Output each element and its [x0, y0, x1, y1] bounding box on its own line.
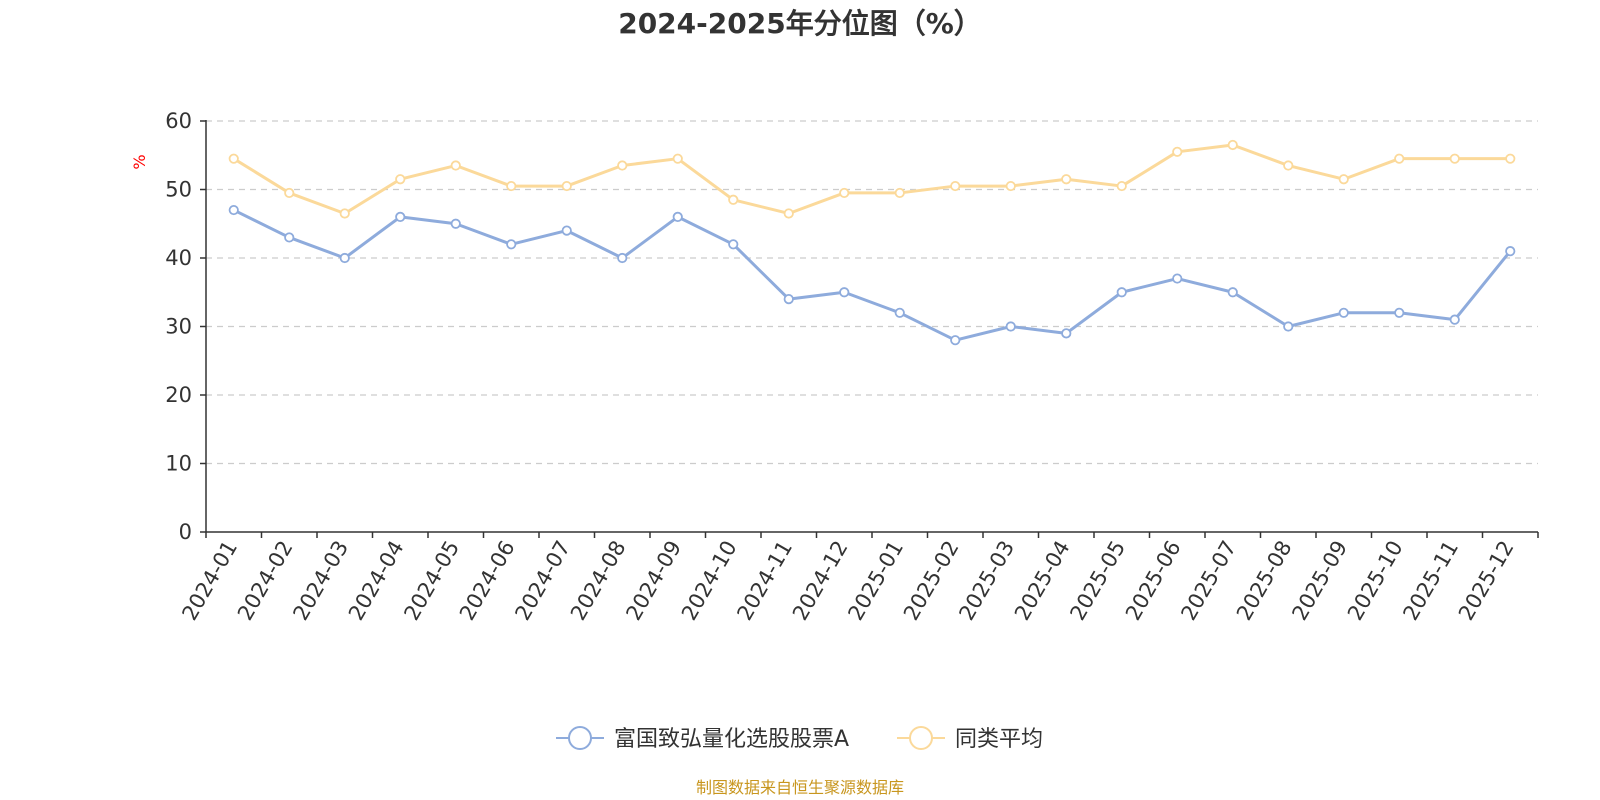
data-point[interactable]: 富国致弘量化选股股票A 2024-09: 46 — [672, 211, 683, 222]
data-point[interactable]: 同类平均 2024-07: 50.5 — [561, 180, 572, 192]
legend-label: 同类平均 — [955, 727, 1043, 752]
data-point[interactable]: 同类平均 2024-01: 54.5 — [228, 153, 239, 164]
data-point[interactable]: 同类平均 2024-12: 49.5 — [839, 187, 850, 199]
data-point[interactable]: 富国致弘量化选股股票A 2024-06: 42 — [506, 239, 517, 250]
data-point[interactable]: 富国致弘量化选股股票A 2025-12: 41 — [1505, 246, 1516, 257]
data-point[interactable]: 同类平均 2024-04: 51.5 — [395, 174, 406, 185]
legend-item[interactable]: 同类平均 — [897, 726, 1043, 752]
data-point[interactable]: 富国致弘量化选股股票A 2025-02: 28 — [950, 335, 961, 346]
legend-marker-icon — [909, 726, 933, 750]
x-tick-label: 2024-06 — [455, 537, 520, 625]
data-point[interactable]: 富国致弘量化选股股票A 2025-05: 35 — [1116, 287, 1127, 298]
x-tick-label: 2024-08 — [566, 537, 631, 625]
data-point[interactable]: 同类平均 2025-06: 55.5 — [1172, 146, 1183, 157]
data-point[interactable]: 同类平均 2024-11: 46.5 — [783, 208, 794, 219]
x-tick-label: 2025-09 — [1287, 537, 1352, 625]
data-point[interactable]: 同类平均 2024-10: 48.5 — [728, 194, 739, 205]
y-tick-label: 30 — [165, 315, 192, 339]
data-point[interactable]: 同类平均 2025-04: 51.5 — [1061, 174, 1072, 185]
source-note: 制图数据来自恒生聚源数据库 — [696, 778, 904, 797]
data-point[interactable]: 富国致弘量化选股股票A 2024-02: 43 — [284, 232, 295, 243]
data-point[interactable]: 富国致弘量化选股股票A 2025-08: 30 — [1283, 321, 1294, 332]
data-point[interactable]: 富国致弘量化选股股票A 2024-01: 47 — [228, 204, 239, 216]
data-point[interactable]: 富国致弘量化选股股票A 2024-03: 40 — [339, 252, 350, 264]
data-point[interactable]: 同类平均 2025-11: 54.5 — [1449, 153, 1460, 164]
data-point[interactable]: 富国致弘量化选股股票A 2024-11: 34 — [783, 293, 794, 305]
data-point[interactable]: 同类平均 2025-12: 54.5 — [1505, 153, 1516, 164]
data-point[interactable]: 富国致弘量化选股股票A 2024-10: 42 — [728, 239, 739, 250]
data-point[interactable]: 富国致弘量化选股股票A 2025-03: 30 — [1005, 321, 1016, 332]
x-tick-label: 2025-05 — [1065, 537, 1130, 625]
x-tick-label: 2025-04 — [1010, 537, 1075, 625]
data-point[interactable]: 同类平均 2024-06: 50.5 — [506, 180, 517, 192]
y-tick-label: 60 — [165, 109, 192, 133]
x-tick-label: 2024-07 — [510, 537, 575, 625]
data-point[interactable]: 同类平均 2025-07: 56.5 — [1227, 139, 1238, 151]
x-tick-label: 2024-02 — [233, 537, 298, 625]
data-point[interactable]: 同类平均 2025-08: 53.5 — [1283, 160, 1294, 171]
x-tick-label: 2025-08 — [1232, 537, 1297, 625]
data-point[interactable]: 富国致弘量化选股股票A 2024-12: 35 — [839, 287, 850, 298]
x-tick-label: 2025-02 — [899, 537, 964, 625]
data-point[interactable]: 同类平均 2024-08: 53.5 — [617, 160, 628, 171]
grid-lines — [206, 120, 1538, 465]
series-line — [233, 208, 1512, 342]
x-tick-label: 2024-09 — [621, 537, 686, 625]
data-point[interactable]: 同类平均 2025-10: 54.5 — [1394, 153, 1405, 164]
x-tick-label: 2025-11 — [1398, 537, 1463, 625]
x-tick-label: 2025-06 — [1121, 537, 1186, 625]
x-tick-label: 2025-03 — [954, 537, 1019, 625]
y-tick-label: 40 — [165, 246, 192, 270]
y-tick-label: 20 — [165, 383, 192, 407]
x-tick-label: 2024-10 — [677, 537, 742, 625]
data-point[interactable]: 富国致弘量化选股股票A 2024-08: 40 — [617, 252, 628, 264]
x-tick-label: 2024-04 — [344, 537, 409, 625]
x-tick-label: 2025-10 — [1343, 537, 1408, 625]
data-point[interactable]: 富国致弘量化选股股票A 2024-05: 45 — [450, 218, 461, 229]
legend-label: 富国致弘量化选股股票A — [614, 727, 849, 752]
data-point[interactable]: 同类平均 2025-09: 51.5 — [1338, 174, 1349, 185]
data-point[interactable]: 同类平均 2024-03: 46.5 — [339, 208, 350, 219]
series-layer: 富国致弘量化选股股票A 2024-01: 47 富国致弘量化选股股票A 2024-… — [228, 139, 1516, 346]
data-point[interactable]: 同类平均 2025-03: 50.5 — [1005, 180, 1016, 192]
data-point[interactable]: 同类平均 2024-02: 49.5 — [284, 187, 295, 199]
x-tick-label: 2024-03 — [288, 537, 353, 625]
x-tick-label: 2024-01 — [177, 537, 242, 625]
y-tick-label: 50 — [165, 178, 192, 202]
data-point[interactable]: 同类平均 2024-09: 54.5 — [672, 153, 683, 164]
data-point[interactable]: 富国致弘量化选股股票A 2025-07: 35 — [1227, 287, 1238, 298]
data-point[interactable]: 同类平均 2024-05: 53.5 — [450, 160, 461, 171]
x-tick-label: 2025-12 — [1454, 537, 1519, 625]
data-point[interactable]: 富国致弘量化选股股票A 2025-09: 32 — [1338, 307, 1349, 318]
data-point[interactable]: 同类平均 2025-05: 50.5 — [1116, 180, 1127, 192]
data-point[interactable]: 同类平均 2025-01: 49.5 — [894, 187, 905, 199]
axes: 01020304050602024-012024-022024-032024-0… — [165, 109, 1539, 625]
y-tick-label: 0 — [179, 520, 192, 544]
data-point[interactable]: 同类平均 2025-02: 50.5 — [950, 180, 961, 192]
x-tick-label: 2024-12 — [788, 537, 853, 625]
x-tick-label: 2024-05 — [399, 537, 464, 625]
x-tick-label: 2024-11 — [732, 537, 797, 625]
data-point[interactable]: 富国致弘量化选股股票A 2025-10: 32 — [1394, 307, 1405, 318]
data-point[interactable]: 富国致弘量化选股股票A 2025-06: 37 — [1172, 273, 1183, 284]
chart-title: 2024-2025年分位图（%） — [618, 7, 982, 40]
data-point[interactable]: 富国致弘量化选股股票A 2024-07: 44 — [561, 225, 572, 236]
x-tick-label: 2025-01 — [843, 537, 908, 625]
x-tick-label: 2025-07 — [1176, 537, 1241, 625]
data-point[interactable]: 富国致弘量化选股股票A 2025-11: 31 — [1449, 314, 1460, 325]
y-tick-label: 10 — [165, 452, 192, 476]
series-line — [232, 143, 1511, 215]
y-axis-unit-label: % — [130, 154, 149, 169]
legend-marker-icon — [568, 726, 592, 750]
data-point[interactable]: 富国致弘量化选股股票A 2025-04: 29 — [1061, 328, 1072, 339]
legend[interactable]: 富国致弘量化选股股票A 同类平均 — [556, 726, 1043, 752]
legend-item[interactable]: 富国致弘量化选股股票A — [556, 726, 849, 752]
data-point[interactable]: 富国致弘量化选股股票A 2024-04: 46 — [395, 211, 406, 222]
data-point[interactable]: 富国致弘量化选股股票A 2025-01: 32 — [894, 307, 905, 318]
